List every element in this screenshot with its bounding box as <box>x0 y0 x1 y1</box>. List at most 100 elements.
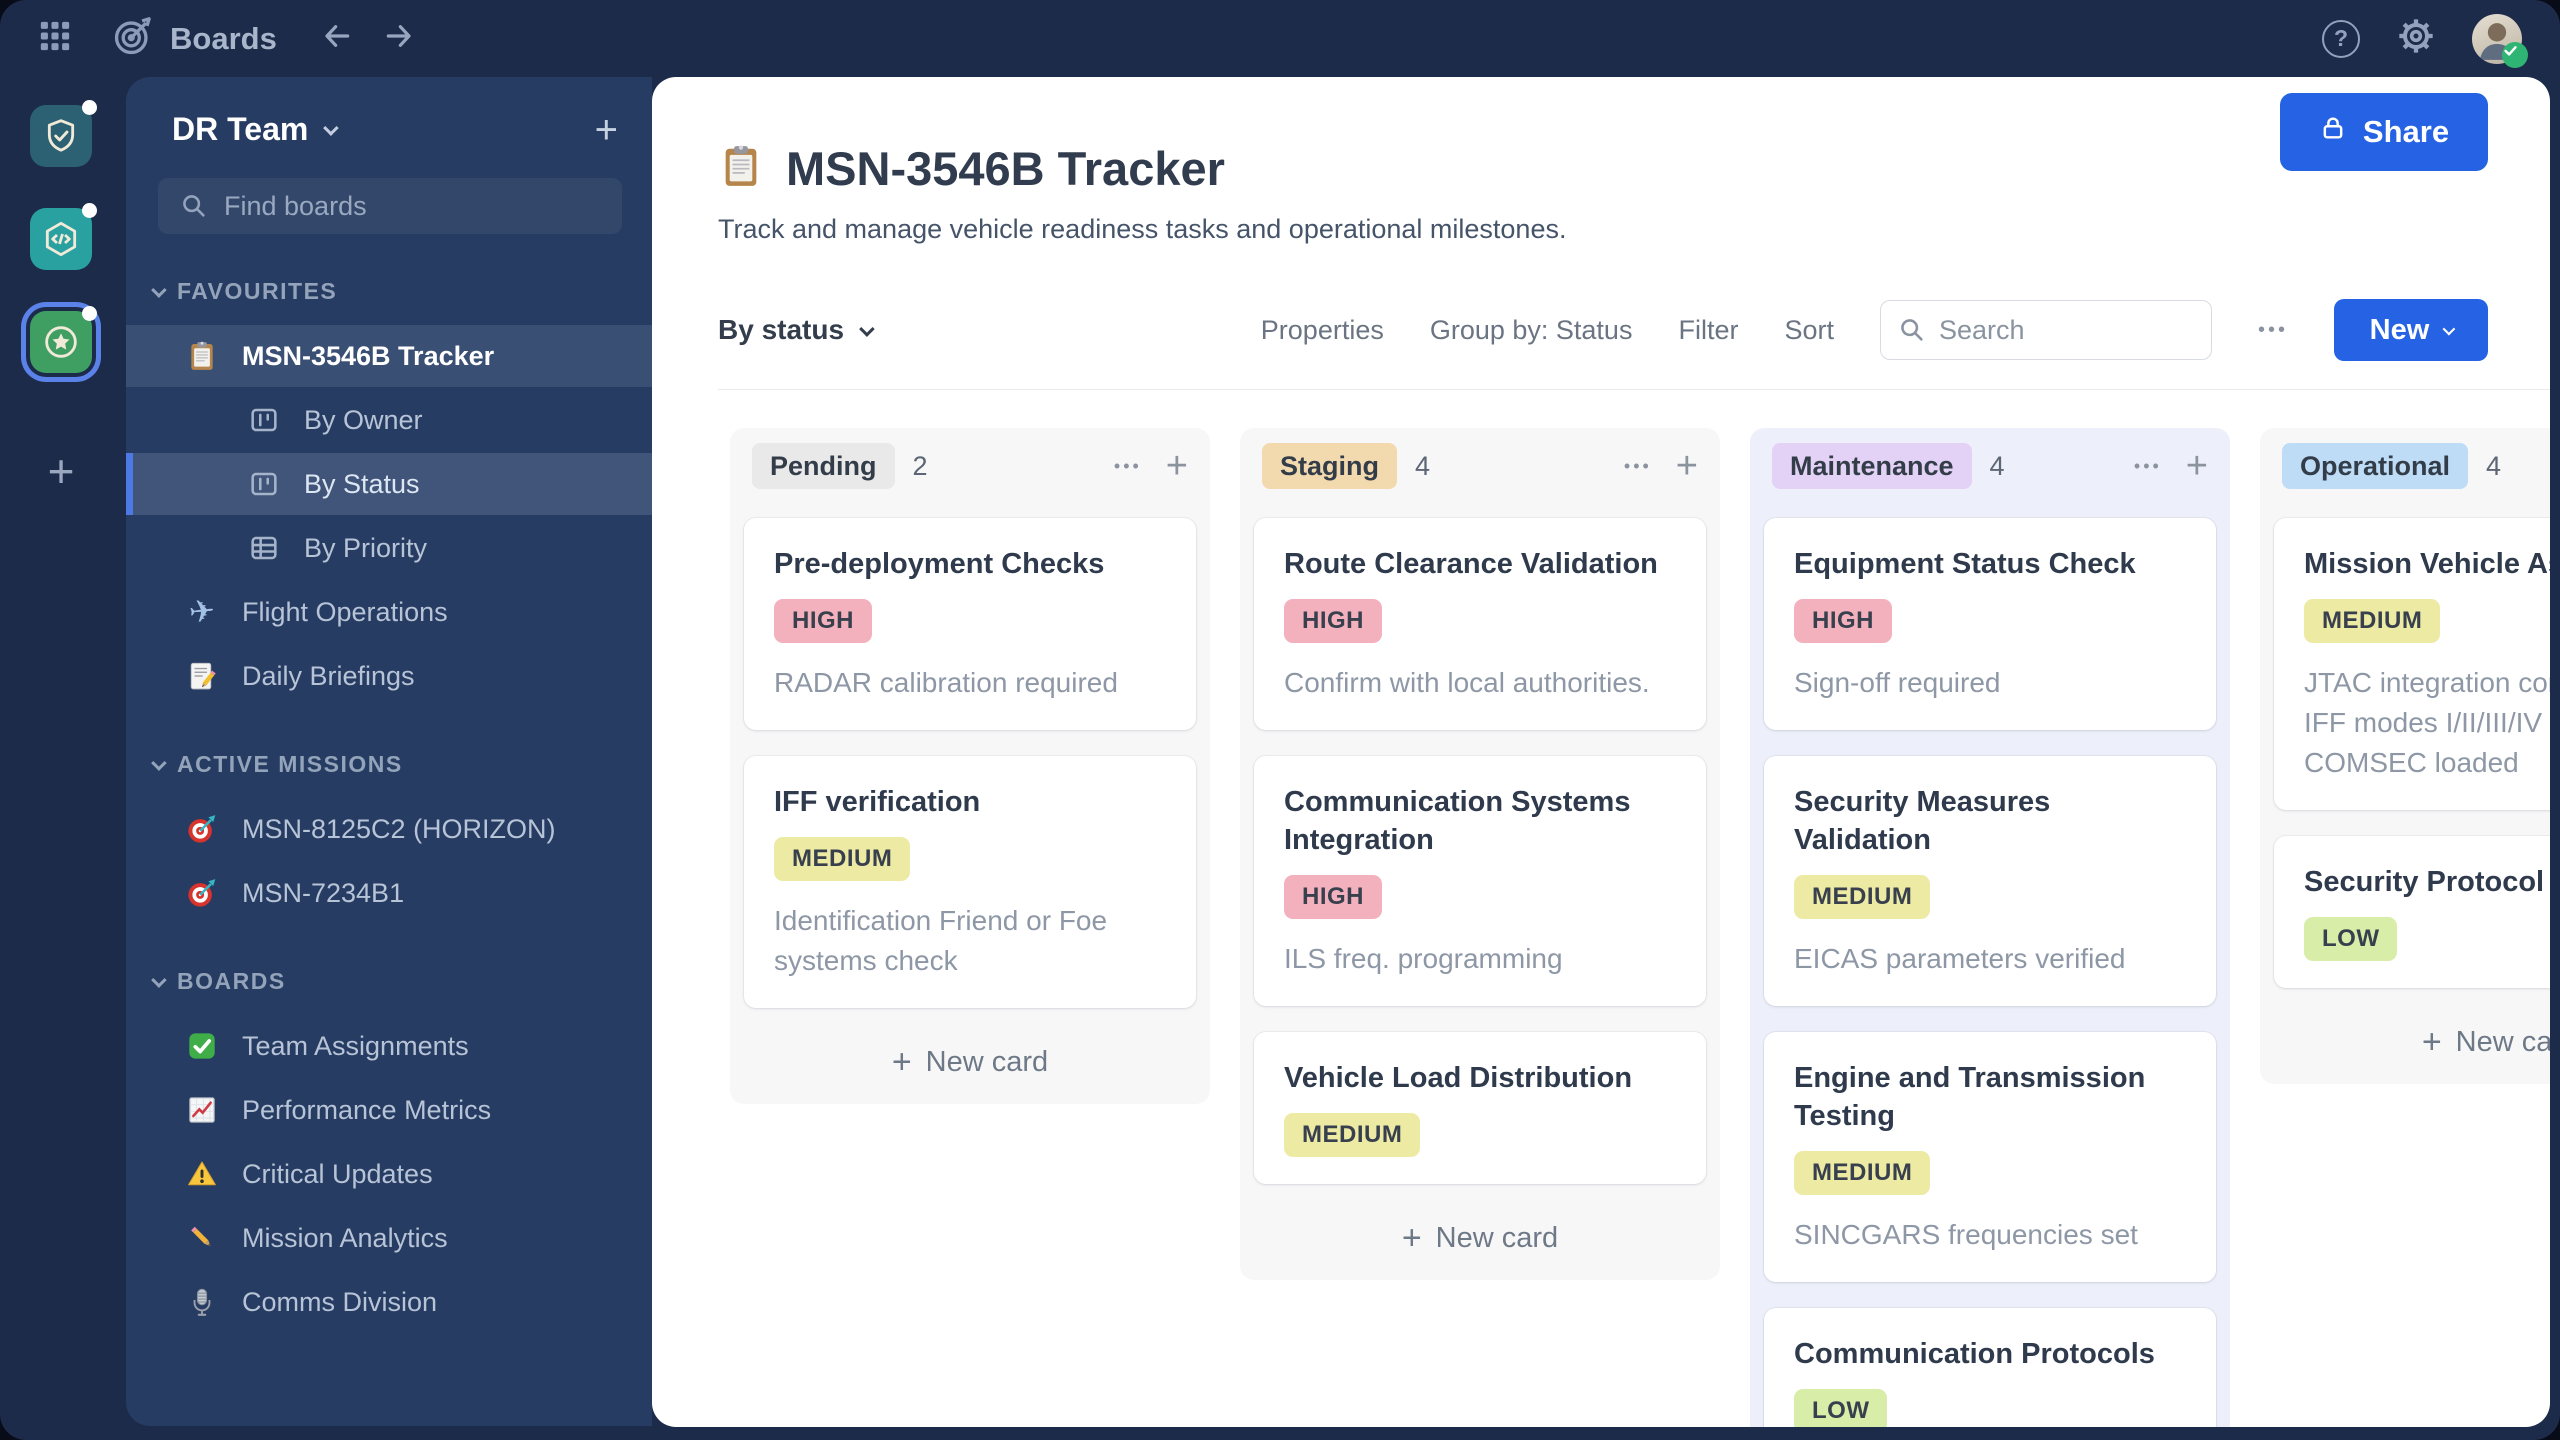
kanban-column: Staging 4 ••• + Route Clearance Validati… <box>1240 428 1720 1280</box>
sidebar-item-label: MSN-3546B Tracker <box>242 340 495 371</box>
add-workspace-button[interactable]: + <box>47 445 75 497</box>
workspace-star-badge-icon[interactable] <box>30 306 97 373</box>
board-search-input[interactable] <box>1879 300 2212 360</box>
priority-badge: MEDIUM <box>774 837 911 881</box>
sidebar-item[interactable]: By Priority <box>126 517 652 579</box>
board-card[interactable]: Engine and Transmission Testing MEDIUM SIN… <box>1764 1032 2216 1282</box>
back-arrow-icon[interactable] <box>321 20 353 57</box>
dart-target-icon <box>184 875 220 911</box>
sidebar-item[interactable]: By Status <box>126 453 652 515</box>
search-icon <box>1898 316 1926 349</box>
board-card[interactable]: Pre-deployment Checks HIGH RADAR calibrati… <box>744 518 1196 730</box>
card-description: Sign-off required <box>1794 667 2001 698</box>
column-name-badge[interactable]: Staging <box>1262 443 1397 489</box>
card-title: Communication Systems Integration <box>1284 786 1631 856</box>
board-card[interactable]: Security Measures Validation MEDIUM EICAS … <box>1764 756 2216 1006</box>
gear-icon[interactable] <box>2396 16 2436 61</box>
sidebar-item[interactable]: MSN-7234B1 <box>126 862 652 924</box>
column-more-icon[interactable]: ••• <box>1623 455 1652 476</box>
new-card-button[interactable]: + New card <box>891 1042 1049 1081</box>
team-switcher[interactable]: DR Team <box>172 111 309 147</box>
target-logo-icon <box>112 15 154 62</box>
sidebar-item[interactable]: MSN-8125C2 (HORIZON) <box>126 798 652 860</box>
sidebar-item[interactable]: Comms Division <box>126 1271 652 1333</box>
view-switcher[interactable]: By status <box>718 314 875 346</box>
sidebar-item[interactable]: MSN-3546B Tracker <box>126 325 652 387</box>
priority-badge: HIGH <box>1284 875 1382 919</box>
card-title: Vehicle Load Distribution <box>1284 1062 1633 1094</box>
section-header[interactable]: ACTIVE MISSIONS <box>151 751 652 778</box>
sidebar-item[interactable]: Daily Briefings <box>126 645 652 707</box>
card-title: Mission Vehicle Assignment <box>2304 548 2550 580</box>
sidebar-item[interactable]: Mission Analytics <box>126 1207 652 1269</box>
kanban-icon <box>246 466 282 502</box>
group-by-button[interactable]: Group by: Status <box>1429 314 1633 345</box>
sort-button[interactable]: Sort <box>1784 314 1834 345</box>
sidebar-item-label: Mission Analytics <box>242 1222 448 1253</box>
card-description: RADAR calibration required <box>774 667 1118 698</box>
column-more-icon[interactable]: ••• <box>2133 455 2162 476</box>
board-card[interactable]: Mission Vehicle Assignment MEDIUM JTAC int… <box>2274 518 2550 810</box>
apps-grid-icon[interactable] <box>38 19 72 58</box>
column-header: Operational 4 ••• + <box>2274 442 2550 490</box>
sidebar-item-label: By Status <box>304 468 420 499</box>
kanban-icon <box>246 402 282 438</box>
section-header[interactable]: FAVOURITES <box>151 278 652 305</box>
sidebar-item[interactable]: ✈ Flight Operations <box>126 581 652 643</box>
topbar: Boards ? <box>0 0 2560 77</box>
sidebar-item[interactable]: Performance Metrics <box>126 1079 652 1141</box>
add-board-button[interactable]: + <box>594 107 618 152</box>
new-card-button[interactable]: + New card <box>2421 1022 2550 1061</box>
kanban-column: Pending 2 ••• + Pre-deployment Checks HIG… <box>730 428 1210 1104</box>
column-name-badge[interactable]: Maintenance <box>1772 443 1972 489</box>
column-add-icon[interactable]: + <box>1675 445 1698 487</box>
card-description: EICAS parameters verified <box>1794 943 2126 974</box>
section-header[interactable]: BOARDS <box>151 968 652 995</box>
priority-badge: MEDIUM <box>1284 1113 1421 1157</box>
board-card[interactable]: Route Clearance Validation HIGH Confirm wi… <box>1254 518 1706 730</box>
filter-button[interactable]: Filter <box>1678 314 1739 345</box>
plus-icon: + <box>1401 1218 1422 1257</box>
avatar[interactable] <box>2472 13 2528 68</box>
sidebar-item-label: MSN-8125C2 (HORIZON) <box>242 813 556 844</box>
card-title: Communication Protocols <box>1794 1338 2155 1370</box>
board-card[interactable]: Communication Protocols LOW <box>1764 1308 2216 1427</box>
column-header: Pending 2 ••• + <box>744 442 1196 490</box>
board-card[interactable]: IFF verification MEDIUM Identification Fri… <box>744 756 1196 1008</box>
clipboard-icon <box>184 338 220 374</box>
priority-badge: LOW <box>1794 1389 1888 1427</box>
column-name-badge[interactable]: Operational <box>2282 443 2469 489</box>
board-card[interactable]: Vehicle Load Distribution MEDIUM <box>1254 1032 1706 1184</box>
column-count: 4 <box>1415 450 1431 481</box>
more-options-icon[interactable]: ••• <box>2257 318 2288 341</box>
chevron-down-icon <box>323 120 340 136</box>
column-add-icon[interactable]: + <box>1165 445 1188 487</box>
card-title: Route Clearance Validation <box>1284 548 1658 580</box>
warning-icon <box>184 1156 220 1192</box>
new-card-button[interactable]: + New card <box>1401 1218 1559 1257</box>
properties-button[interactable]: Properties <box>1260 314 1384 345</box>
share-button[interactable]: Share <box>2280 93 2488 171</box>
column-add-icon[interactable]: + <box>2185 445 2208 487</box>
sidebar-item-label: Flight Operations <box>242 596 448 627</box>
workspace-code-hex-icon[interactable] <box>30 203 97 270</box>
sidebar-item[interactable]: Team Assignments <box>126 1015 652 1077</box>
help-icon[interactable]: ? <box>2322 19 2360 58</box>
chevron-down-icon <box>151 282 167 298</box>
forward-arrow-icon[interactable] <box>383 20 415 57</box>
workspace-shield-check-icon[interactable] <box>30 100 97 167</box>
card-description: Identification Friend or Foe systems che… <box>774 905 1108 976</box>
sidebar-item[interactable]: Critical Updates <box>126 1143 652 1205</box>
column-more-icon[interactable]: ••• <box>1113 455 1142 476</box>
sidebar: DR Team + FAVOURITES MSN-3546B Tracker By … <box>126 77 652 1426</box>
sidebar-item[interactable]: By Owner <box>126 389 652 451</box>
sidebar-item-label: Critical Updates <box>242 1158 433 1189</box>
board-card[interactable]: Security Protocol Review LOW <box>2274 836 2550 988</box>
column-name-badge[interactable]: Pending <box>752 443 895 489</box>
page-title: MSN-3546B Tracker <box>786 142 1225 195</box>
new-button[interactable]: New <box>2334 299 2488 361</box>
card-title: Engine and Transmission Testing <box>1794 1062 2146 1132</box>
board-card[interactable]: Communication Systems Integration HIGH ILS… <box>1254 756 1706 1006</box>
find-boards-input[interactable] <box>158 178 622 234</box>
board-card[interactable]: Equipment Status Check HIGH Sign-off requi… <box>1764 518 2216 730</box>
